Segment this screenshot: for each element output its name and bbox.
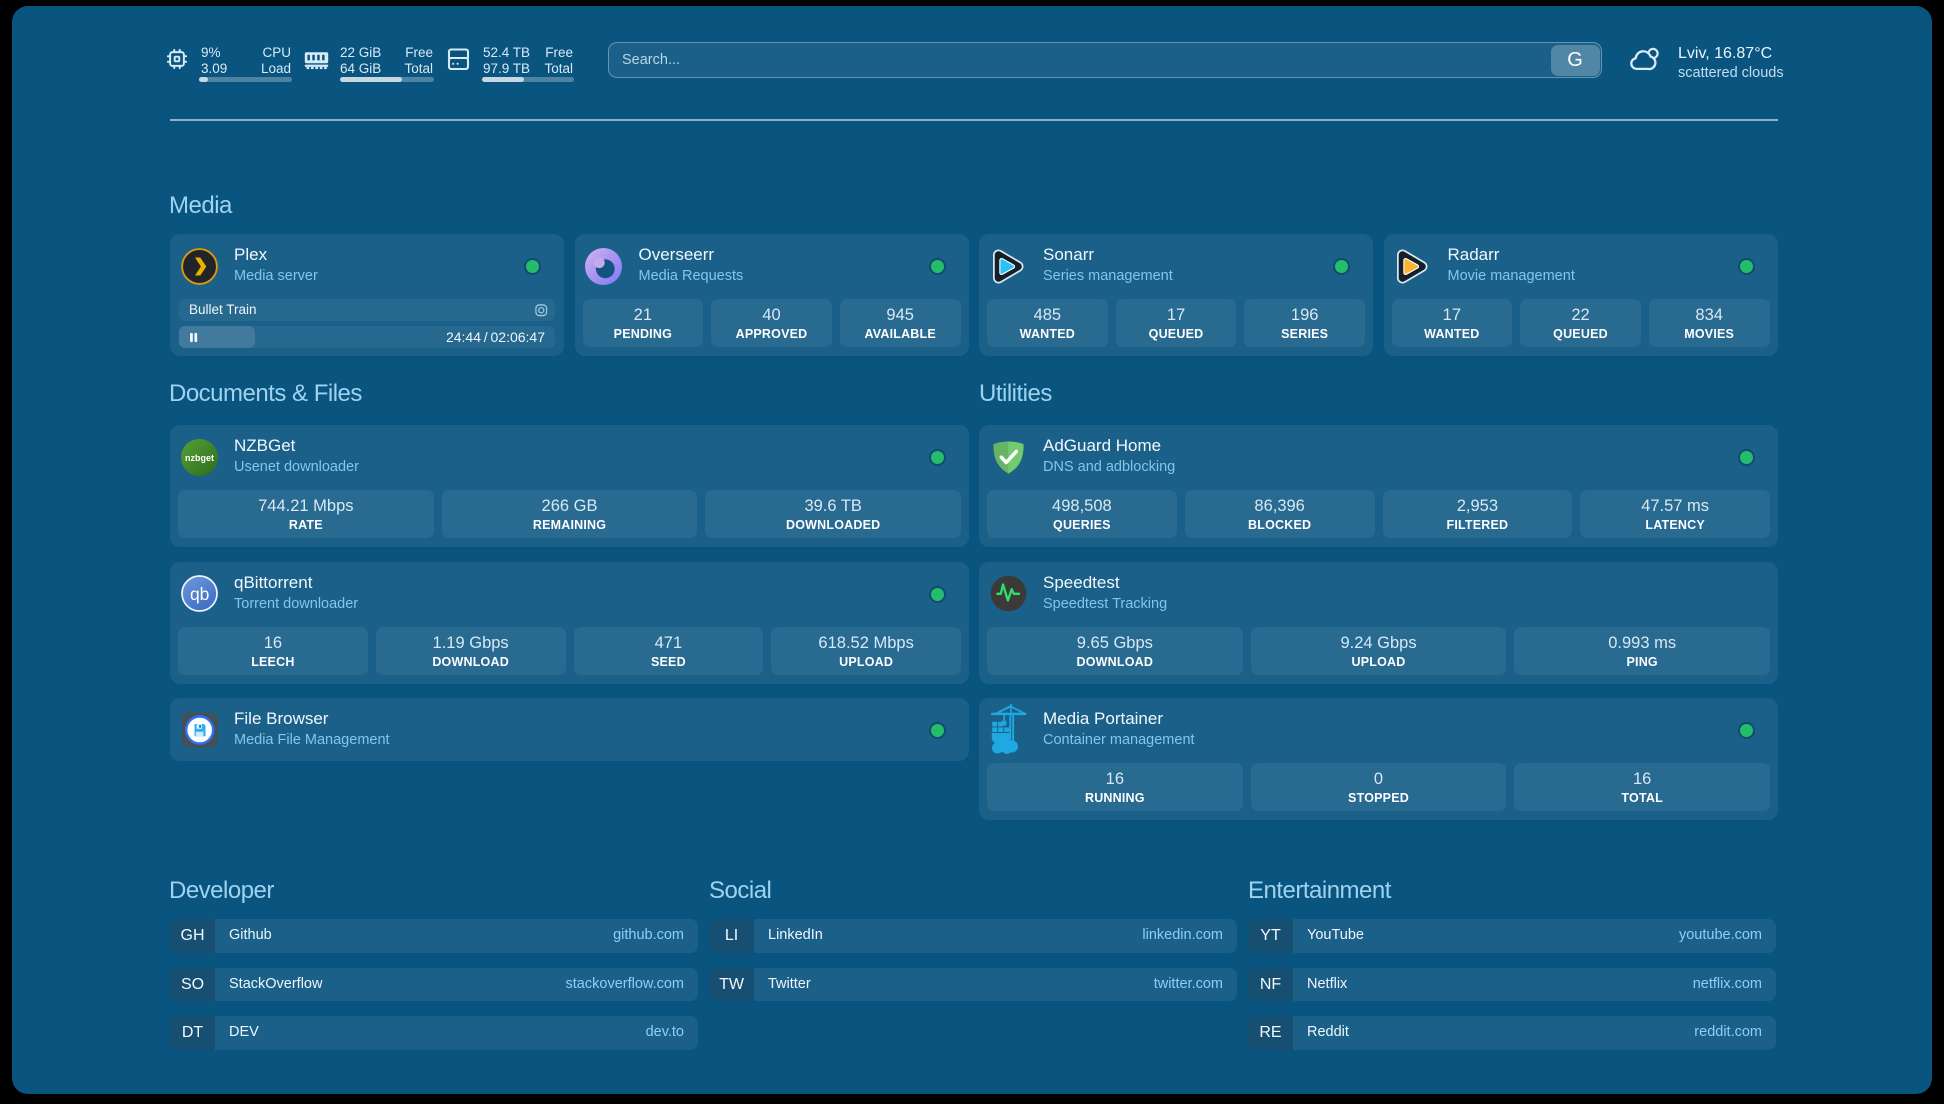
svg-text:nzbget: nzbget — [185, 453, 214, 463]
svg-text:qb: qb — [189, 584, 208, 604]
